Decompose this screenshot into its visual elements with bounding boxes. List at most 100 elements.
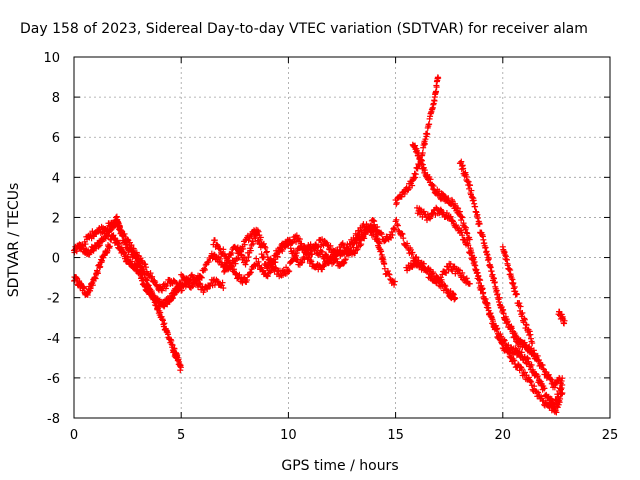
data-point bbox=[148, 287, 155, 294]
data-point bbox=[394, 221, 401, 228]
data-point bbox=[169, 295, 176, 302]
plot-frame bbox=[73, 56, 611, 419]
data-point bbox=[464, 230, 471, 237]
x-axis-label: GPS time / hours bbox=[281, 458, 398, 474]
data-point bbox=[490, 321, 497, 328]
data-point bbox=[89, 282, 96, 289]
y-tick-label: -8 bbox=[47, 412, 60, 427]
y-tick-label: 6 bbox=[52, 131, 60, 146]
data-point bbox=[293, 249, 300, 256]
data-point bbox=[378, 231, 385, 238]
data-point bbox=[109, 225, 116, 232]
data-point bbox=[95, 243, 102, 250]
data-point bbox=[527, 335, 534, 342]
data-point bbox=[341, 259, 348, 266]
data-point bbox=[487, 313, 494, 320]
data-point bbox=[315, 243, 322, 250]
data-point bbox=[433, 88, 440, 95]
data-point bbox=[401, 190, 408, 197]
data-point bbox=[398, 193, 405, 200]
data-point bbox=[437, 206, 444, 213]
data-point bbox=[415, 257, 422, 264]
data-point bbox=[415, 150, 422, 157]
data-point bbox=[357, 242, 364, 249]
data-point bbox=[493, 326, 500, 333]
data-point bbox=[467, 248, 474, 255]
data-point bbox=[559, 390, 566, 397]
data-point bbox=[463, 224, 470, 231]
data-point bbox=[443, 286, 450, 293]
data-point bbox=[472, 203, 479, 210]
data-point bbox=[340, 260, 347, 267]
data-point bbox=[484, 302, 491, 309]
data-point bbox=[489, 271, 496, 278]
data-point bbox=[463, 229, 470, 236]
data-point bbox=[128, 242, 135, 249]
data-point bbox=[263, 248, 270, 255]
data-point bbox=[479, 286, 486, 293]
data-point bbox=[469, 256, 476, 263]
data-point bbox=[458, 229, 465, 236]
x-tick-label: 10 bbox=[280, 428, 297, 443]
data-point bbox=[309, 251, 316, 258]
data-point bbox=[248, 232, 255, 239]
data-point bbox=[523, 322, 530, 329]
data-point bbox=[466, 236, 473, 243]
data-point bbox=[558, 385, 565, 392]
data-point bbox=[391, 226, 398, 233]
data-point bbox=[314, 244, 321, 251]
data-point bbox=[371, 228, 378, 235]
data-point bbox=[147, 270, 154, 277]
data-point bbox=[527, 378, 534, 385]
data-point bbox=[247, 247, 254, 254]
data-point bbox=[247, 269, 254, 276]
data-point bbox=[525, 358, 532, 365]
data-point bbox=[519, 309, 526, 316]
data-point bbox=[435, 276, 442, 283]
y-axis-label: SDTVAR / TECUs bbox=[6, 183, 22, 298]
x-tick-label: 25 bbox=[602, 428, 619, 443]
data-point bbox=[412, 174, 419, 181]
data-point bbox=[449, 268, 456, 275]
data-point bbox=[124, 236, 131, 243]
data-point bbox=[510, 280, 517, 287]
data-point bbox=[449, 217, 456, 224]
data-point bbox=[529, 340, 536, 347]
data-point bbox=[443, 270, 450, 277]
y-tick-label: 2 bbox=[52, 211, 60, 226]
data-points bbox=[71, 74, 568, 416]
data-point bbox=[469, 255, 476, 262]
data-point bbox=[374, 237, 381, 244]
data-point bbox=[452, 295, 459, 302]
data-point bbox=[158, 286, 165, 293]
series-track-late-b bbox=[414, 204, 566, 416]
data-point bbox=[557, 395, 564, 402]
data-point bbox=[322, 251, 329, 258]
data-point bbox=[96, 242, 103, 249]
data-point bbox=[106, 243, 113, 250]
data-point bbox=[466, 250, 473, 257]
data-point bbox=[526, 328, 533, 335]
data-point bbox=[316, 262, 323, 269]
data-point bbox=[219, 279, 226, 286]
data-point bbox=[171, 345, 178, 352]
data-point bbox=[257, 234, 264, 241]
data-point bbox=[159, 287, 166, 294]
data-point bbox=[481, 295, 488, 302]
data-point bbox=[465, 178, 472, 185]
data-point bbox=[220, 285, 227, 292]
data-point bbox=[524, 354, 531, 361]
data-point bbox=[253, 255, 260, 262]
data-point bbox=[204, 286, 211, 293]
data-point bbox=[220, 246, 227, 253]
data-point bbox=[456, 208, 463, 215]
y-tick-label: -6 bbox=[47, 372, 60, 387]
data-point bbox=[459, 269, 466, 276]
data-point bbox=[527, 331, 534, 338]
data-point bbox=[373, 236, 380, 243]
data-point bbox=[224, 266, 231, 273]
data-point bbox=[130, 245, 137, 252]
data-point bbox=[148, 275, 155, 282]
data-point bbox=[214, 241, 221, 248]
data-point bbox=[211, 237, 218, 244]
